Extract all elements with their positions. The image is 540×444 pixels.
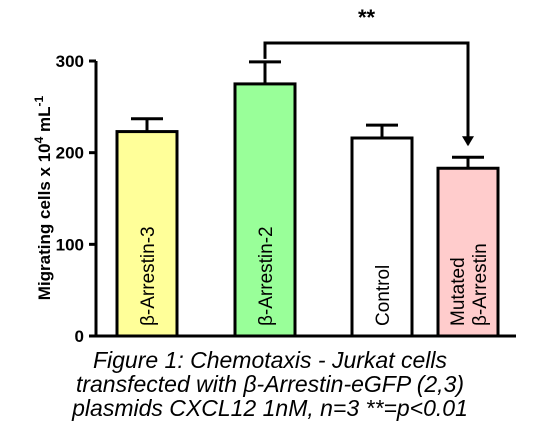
figure-caption: Figure 1: Chemotaxis - Jurkat cells tran… (0, 348, 540, 420)
caption-line: transfected with β-Arrestin-eGFP (2,3) (75, 371, 465, 397)
y-tick-label: 100 (56, 235, 84, 254)
bar (350, 136, 414, 338)
caption-line: plasmids CXCL12 1nM, n=3 **=p<0.01 (72, 395, 468, 421)
bar-chart: β-Arrestin-3 β-Arrestin-2 Control Mutated β-… (32, 5, 516, 345)
bar (115, 130, 179, 338)
y-tick-label: 200 (56, 144, 84, 163)
y-axis-label-exp2: -1 (32, 95, 46, 106)
y-tick-label: 300 (56, 52, 84, 71)
significance-label: ** (358, 5, 376, 30)
y-axis-label: Migrating cells x 104 mL-1 (32, 95, 54, 300)
bar (436, 166, 500, 338)
bar-label: β-Arrestin-3 (138, 226, 159, 326)
bar-label: Control (373, 265, 394, 326)
bar-label: Mutated (448, 257, 469, 326)
y-tick-label: 0 (75, 327, 84, 345)
significance-bracket (263, 41, 470, 145)
bar-label: β-Arrestin-2 (256, 226, 277, 326)
significance-arrowhead (462, 136, 474, 147)
bar-label: β-Arrestin (470, 243, 491, 326)
y-axis-label-exp1: 4 (32, 136, 46, 143)
caption-line: Figure 1: Chemotaxis - Jurkat cells (92, 347, 448, 373)
